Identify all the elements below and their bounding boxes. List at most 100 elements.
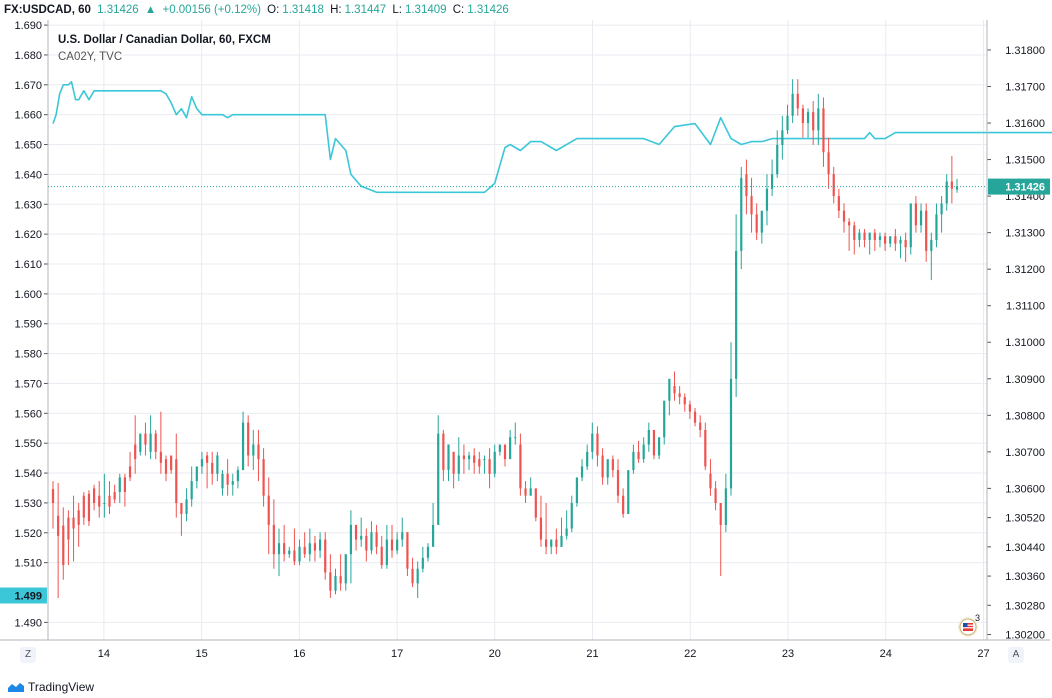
right-axis-tick-label: 1.31000 bbox=[1005, 337, 1045, 349]
candle-body bbox=[801, 108, 805, 124]
candle-body bbox=[544, 539, 548, 547]
candle-body bbox=[62, 525, 65, 566]
us-flag-calendar-icon bbox=[959, 618, 977, 636]
price-change: +0.00156 (+0.12%) bbox=[162, 4, 261, 16]
candle-body bbox=[401, 532, 404, 540]
candle-body bbox=[370, 532, 373, 551]
right-axis-tick-label: 1.31500 bbox=[1005, 155, 1045, 167]
candle bbox=[596, 426, 599, 467]
candle-body bbox=[144, 433, 147, 445]
candle bbox=[308, 528, 311, 562]
candle bbox=[868, 232, 871, 255]
left-axis-scale-button[interactable]: Z bbox=[20, 647, 36, 663]
candle bbox=[642, 437, 645, 463]
main-series-legend[interactable]: U.S. Dollar / Canadian Dollar, 60, FXCM bbox=[58, 34, 271, 46]
candle-body bbox=[503, 444, 507, 460]
candle bbox=[904, 232, 907, 262]
candle-body bbox=[524, 488, 527, 496]
candle bbox=[478, 451, 481, 474]
candle bbox=[858, 228, 861, 248]
candle bbox=[77, 502, 80, 547]
economic-events-icon[interactable] bbox=[958, 617, 978, 637]
candle bbox=[318, 532, 322, 558]
right-axis-tick-label: 1.31700 bbox=[1005, 81, 1045, 93]
candle bbox=[118, 473, 121, 503]
candle bbox=[930, 232, 933, 281]
candle bbox=[123, 473, 127, 507]
right-axis-tick-label: 1.31300 bbox=[1005, 228, 1045, 240]
candle bbox=[267, 477, 270, 555]
footer-branding[interactable]: TradingView bbox=[8, 677, 94, 697]
candle-body bbox=[622, 495, 625, 514]
candle-body bbox=[421, 557, 424, 569]
candle bbox=[611, 455, 614, 478]
candle-body bbox=[914, 203, 918, 226]
candle-body bbox=[919, 210, 923, 226]
candle-body bbox=[488, 459, 491, 474]
left-axis-tick-label: 1.620 bbox=[14, 229, 42, 241]
candle bbox=[647, 422, 650, 452]
candle bbox=[714, 481, 717, 511]
candle-body bbox=[396, 539, 399, 551]
candle bbox=[750, 177, 753, 233]
candle-body bbox=[940, 203, 943, 215]
last-price-marker bbox=[988, 178, 1050, 195]
candle bbox=[442, 429, 445, 482]
ca02y-line bbox=[52, 81, 1052, 194]
close-label: C: bbox=[452, 4, 465, 16]
left-axis-tick-label: 1.640 bbox=[14, 169, 42, 181]
candle bbox=[693, 408, 697, 427]
candle bbox=[159, 411, 162, 474]
candle bbox=[467, 451, 471, 471]
candle bbox=[894, 228, 897, 251]
right-axis-tick-label: 1.30280 bbox=[1005, 600, 1045, 612]
candle bbox=[385, 524, 388, 569]
candle bbox=[406, 532, 409, 577]
candle-body bbox=[781, 130, 784, 145]
candle bbox=[519, 433, 522, 496]
candle-body bbox=[858, 232, 861, 240]
candle-body bbox=[883, 236, 887, 244]
symbol-label[interactable]: FX:USDCAD, 60 bbox=[4, 4, 91, 16]
candle bbox=[509, 429, 512, 460]
compare-series-legend[interactable]: CA02Y, TVC bbox=[58, 51, 123, 63]
candle bbox=[539, 495, 543, 547]
candle bbox=[216, 451, 219, 482]
candle-body bbox=[514, 437, 517, 439]
candle bbox=[390, 524, 394, 558]
candle-body bbox=[473, 455, 476, 463]
candle bbox=[396, 532, 399, 555]
candle bbox=[719, 502, 722, 577]
candle bbox=[735, 214, 738, 398]
last-price-label: 1.31426 bbox=[1005, 182, 1045, 194]
candle bbox=[796, 79, 799, 116]
candle bbox=[226, 459, 229, 496]
candle bbox=[575, 477, 579, 507]
candle-body bbox=[283, 543, 286, 555]
candle bbox=[344, 554, 347, 591]
candle bbox=[447, 444, 450, 482]
candle bbox=[365, 528, 368, 562]
candle-body bbox=[324, 539, 327, 573]
candle bbox=[349, 510, 353, 584]
right-axis-scale-button[interactable]: A bbox=[1008, 647, 1024, 663]
candle-body bbox=[462, 455, 466, 460]
candle bbox=[57, 482, 60, 598]
candle bbox=[252, 429, 255, 471]
candle bbox=[853, 221, 856, 255]
candle bbox=[704, 422, 707, 471]
candle bbox=[277, 528, 281, 577]
candle-body bbox=[776, 144, 779, 175]
candle-body bbox=[683, 397, 686, 405]
candle bbox=[950, 155, 953, 204]
candle bbox=[185, 488, 188, 522]
candle-body bbox=[565, 528, 568, 536]
candle-body bbox=[755, 214, 758, 233]
candle-body bbox=[77, 510, 80, 525]
candle bbox=[945, 174, 948, 211]
candle bbox=[170, 455, 173, 474]
candle-body bbox=[108, 495, 111, 507]
left-axis-tick-label: 1.560 bbox=[14, 408, 42, 420]
candle-body bbox=[812, 112, 815, 131]
